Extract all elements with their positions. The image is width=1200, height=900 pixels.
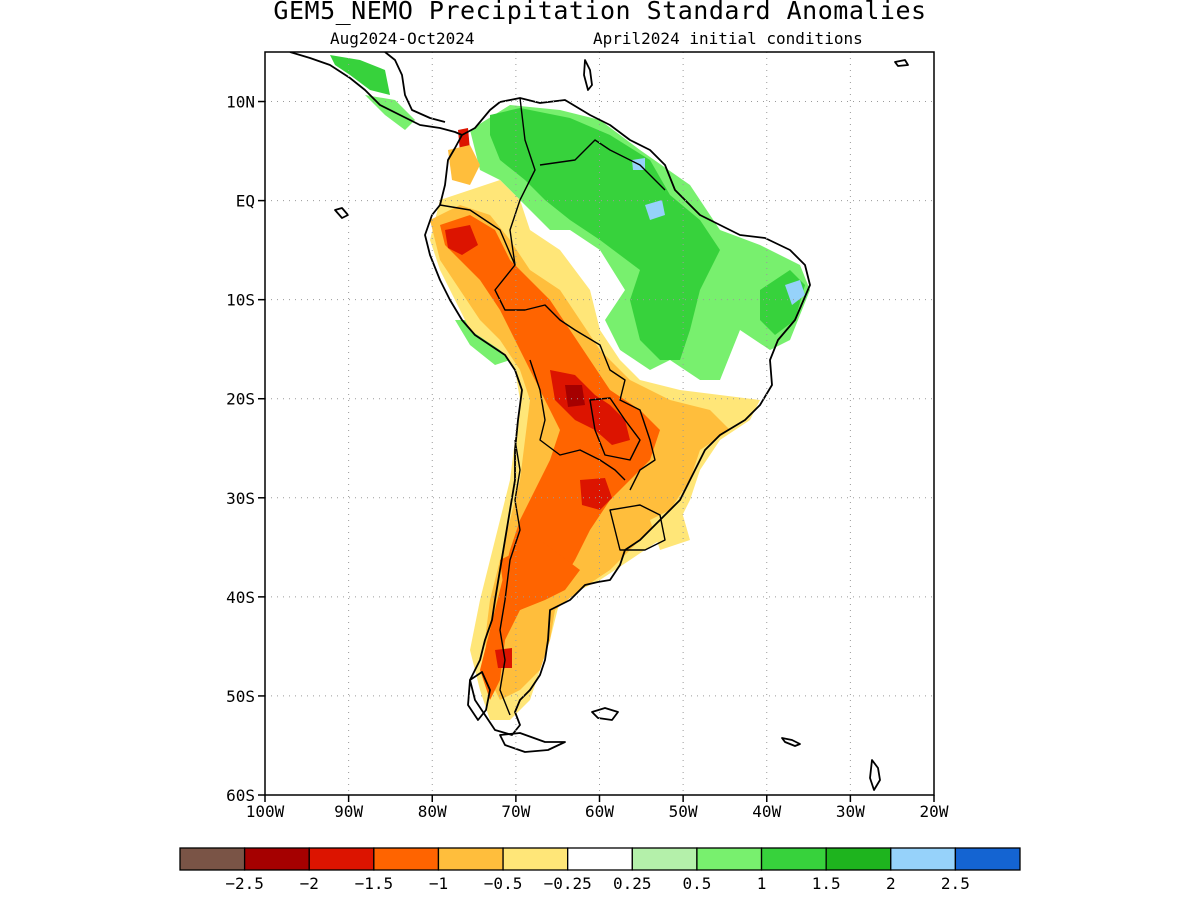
anomaly-shading bbox=[330, 55, 810, 720]
anomaly-region-orange-south bbox=[500, 540, 580, 610]
island-tierra-del-fuego bbox=[499, 732, 566, 753]
anomaly-region-red-chaco bbox=[580, 478, 612, 510]
colorbar-swatch bbox=[567, 847, 633, 871]
island-falklands bbox=[591, 707, 619, 721]
colorbar-label: 2.5 bbox=[941, 874, 970, 893]
colorbar-swatch bbox=[631, 847, 698, 871]
lat-tick-label: 50S bbox=[226, 687, 255, 706]
colorbar-swatch bbox=[696, 847, 763, 871]
colorbar-swatch bbox=[437, 847, 504, 871]
lon-tick-label: 20W bbox=[920, 802, 949, 821]
anomaly-region-green-west-peru bbox=[455, 320, 510, 365]
island-tristan bbox=[869, 759, 881, 791]
colorbar-label: −0.5 bbox=[484, 874, 523, 893]
colorbar-swatch bbox=[373, 847, 440, 871]
colorbar-swatch bbox=[825, 847, 892, 871]
island-caribbean bbox=[583, 59, 593, 91]
colorbar-swatch bbox=[760, 847, 827, 871]
lon-tick-label: 80W bbox=[418, 802, 447, 821]
lat-tick-label: 40S bbox=[226, 588, 255, 607]
colorbar-label: 2 bbox=[886, 874, 896, 893]
colorbar-label: −2.5 bbox=[225, 874, 264, 893]
border-internal-5 bbox=[589, 397, 641, 461]
colorbar-label: 0.5 bbox=[682, 874, 711, 893]
colorbar-label: 1 bbox=[757, 874, 767, 893]
lon-tick-label: 40W bbox=[752, 802, 781, 821]
island-atlantic bbox=[894, 59, 909, 67]
anomaly-region-darkred-bolivia bbox=[565, 385, 585, 407]
lon-tick-label: 100W bbox=[246, 802, 285, 821]
border-internal-6 bbox=[609, 504, 666, 551]
border-internal-2 bbox=[439, 204, 516, 266]
colorbar-swatch bbox=[243, 847, 310, 871]
lon-tick-label: 70W bbox=[501, 802, 530, 821]
anomaly-region-green-strong-north bbox=[490, 108, 720, 360]
lat-tick-label: 10N bbox=[226, 93, 255, 112]
border-internal-1 bbox=[494, 97, 656, 491]
anomaly-region-red-patagonia bbox=[495, 648, 512, 668]
anomaly-region-red-peru bbox=[445, 225, 478, 255]
colorbar-label: 0.25 bbox=[613, 874, 652, 893]
lon-tick-label: 60W bbox=[585, 802, 614, 821]
forecast-period: Aug2024-Oct2024 bbox=[330, 29, 475, 48]
island-chile-archipelago bbox=[467, 671, 491, 721]
anomaly-region-green-panama bbox=[330, 55, 390, 95]
colorbar: −2.5 −2 −1.5 −1 −0.5 −0.25 0.25 0.5 1 1.5 2 2.5 bbox=[179, 847, 1021, 893]
lon-tick-label: 30W bbox=[836, 802, 865, 821]
colorbar-swatch bbox=[954, 847, 1021, 871]
map-title: GEM5_NEMO Precipitation Standard Anomali… bbox=[273, 0, 927, 25]
lat-tick-label: 10S bbox=[226, 291, 255, 310]
border-internal-7 bbox=[539, 139, 666, 191]
anomaly-region-blue-northeast bbox=[785, 280, 805, 305]
anomaly-region-blue-amazon bbox=[645, 200, 665, 220]
island-galapagos bbox=[334, 207, 349, 219]
coastline-central-america-north bbox=[384, 52, 446, 123]
lat-tick-label: 20S bbox=[226, 390, 255, 409]
colorbar-swatch bbox=[179, 847, 246, 871]
lon-tick-label: 50W bbox=[669, 802, 698, 821]
colorbar-label: 1.5 bbox=[812, 874, 841, 893]
colorbar-label: −1.5 bbox=[355, 874, 394, 893]
colorbar-label: −0.25 bbox=[544, 874, 592, 893]
coastline-south-america bbox=[424, 97, 811, 736]
colorbar-swatch bbox=[890, 847, 957, 871]
lat-tick-label: 30S bbox=[226, 489, 255, 508]
lon-tick-label: 90W bbox=[334, 802, 363, 821]
lat-tick-label: 60S bbox=[226, 786, 255, 805]
coastlines bbox=[289, 52, 909, 791]
anomaly-region-orange-west-ec bbox=[448, 145, 480, 185]
colorbar-swatch bbox=[308, 847, 375, 871]
colorbar-label: −1 bbox=[429, 874, 448, 893]
island-south-georgia bbox=[781, 737, 801, 747]
lat-tick-label: EQ bbox=[236, 192, 255, 211]
border-internal-4 bbox=[499, 439, 521, 716]
border-internal-3 bbox=[529, 359, 626, 481]
colorbar-swatch bbox=[502, 847, 569, 871]
coastline-central-america bbox=[289, 52, 463, 136]
colorbar-label: −2 bbox=[300, 874, 319, 893]
initial-conditions: April2024 initial conditions bbox=[593, 29, 863, 48]
